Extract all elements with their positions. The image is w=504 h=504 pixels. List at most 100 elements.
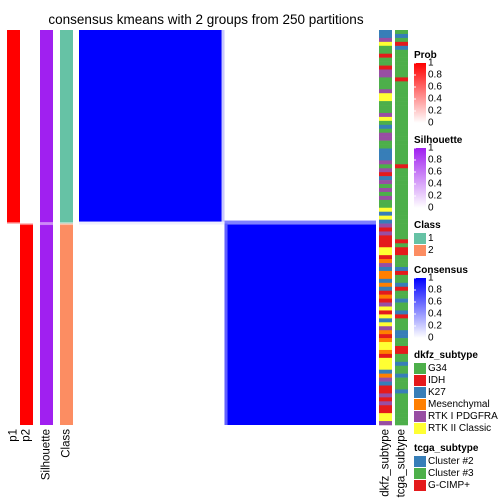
tcga-cell <box>395 148 408 153</box>
tcga-cell <box>395 136 408 141</box>
dkfz-cell <box>379 290 392 295</box>
tcga-cell <box>395 349 408 355</box>
dkfz-cell <box>379 385 392 390</box>
tcga-cell <box>395 140 408 145</box>
dkfz-cell <box>379 413 392 418</box>
dkfz-cell <box>379 215 392 220</box>
dkfz-cell <box>379 172 392 177</box>
legend-item-label: Cluster #2 <box>428 456 474 467</box>
tcga-cell <box>395 81 408 86</box>
tcga-cell <box>395 199 408 205</box>
legend-item-label: G34 <box>428 363 447 374</box>
consensus-block-2-1 <box>79 223 225 425</box>
tcga-cell <box>395 282 408 288</box>
legend-tick-label: 0.4 <box>428 179 442 190</box>
legend-item-label: Mesenchymal <box>428 399 490 410</box>
tcga-cell <box>395 302 408 307</box>
dkfz-cell <box>379 270 392 276</box>
consensus-block-2-2 <box>224 223 376 425</box>
annotation-columns <box>7 30 73 425</box>
tcga-cell <box>395 274 408 280</box>
dkfz-cell <box>379 322 392 327</box>
dkfz-cell <box>379 41 392 47</box>
tcga-cell <box>395 409 408 414</box>
tcga-cell <box>395 30 408 35</box>
column-label-tcga-subtype: tcga_subtype <box>396 429 408 497</box>
tcga-cell <box>395 259 408 264</box>
dkfz-cell <box>379 357 392 363</box>
dkfz-cell <box>379 259 392 264</box>
dkfz-cell <box>379 53 392 58</box>
legend-colorbar <box>414 148 426 208</box>
dkfz-cell <box>379 89 392 94</box>
dkfz-cell <box>379 349 392 355</box>
tcga-cell <box>395 397 408 402</box>
dkfz-cell <box>379 37 392 43</box>
tcga-cell <box>395 267 408 272</box>
dkfz-cell <box>379 346 392 351</box>
dkfz-cell <box>379 330 392 335</box>
dkfz-cell <box>379 65 392 70</box>
legend-tick-label: 0 <box>428 118 434 129</box>
tcga-cell <box>395 128 408 133</box>
dkfz-cell <box>379 353 392 359</box>
tcga-cell <box>395 156 408 161</box>
consensus-block-1-2 <box>224 30 376 224</box>
dkfz-cell <box>379 314 392 319</box>
dkfz-cell <box>379 188 392 193</box>
tcga-cell <box>395 227 408 232</box>
annot-class-boundary <box>60 222 73 226</box>
dkfz-cell <box>379 152 392 157</box>
dkfz-cell <box>379 401 392 406</box>
legend-swatch <box>414 423 426 434</box>
tcga-cell <box>395 393 408 398</box>
dkfz-cell <box>379 109 392 114</box>
tcga-cell <box>395 172 408 177</box>
legend-colorbar <box>414 278 426 338</box>
tcga-cell <box>395 263 408 268</box>
legend-tick-label: 0.8 <box>428 155 442 166</box>
legend-item-label: RTK I PDGFRA <box>428 411 498 422</box>
legend-item-label: 2 <box>428 245 434 256</box>
tcga-cell <box>395 278 408 284</box>
dkfz-cell <box>379 176 392 181</box>
dkfz-cell <box>379 132 392 137</box>
dkfz-cell <box>379 116 392 122</box>
tcga-cell <box>395 330 408 335</box>
dkfz-cell <box>379 184 392 189</box>
tcga-cell <box>395 33 408 39</box>
dkfz-cell <box>379 45 392 51</box>
dkfz-cell <box>379 397 392 402</box>
legend-tick-label: 0 <box>428 333 434 344</box>
annot-p1-group-1 <box>7 30 20 224</box>
tcga-cell <box>395 144 408 149</box>
legend-title: Consensus <box>414 265 468 276</box>
tcga-cell <box>395 132 408 137</box>
dkfz-cell <box>379 342 392 347</box>
tcga-cell <box>395 211 408 216</box>
tcga-cell <box>395 116 408 122</box>
dkfz-cell <box>379 227 392 232</box>
dkfz-cell <box>379 393 392 398</box>
tcga-cell <box>395 318 408 323</box>
tcga-cell <box>395 338 408 343</box>
tcga-cell <box>395 180 408 185</box>
dkfz-cell <box>379 191 392 197</box>
block-edge-3 <box>224 223 228 425</box>
tcga-cell <box>395 334 408 339</box>
tcga-cell <box>395 120 408 126</box>
dkfz-cell <box>379 318 392 323</box>
tcga-cell <box>395 298 408 303</box>
row-annotation-columns <box>379 30 408 426</box>
dkfz-cell <box>379 421 392 426</box>
column-label-class: Class <box>61 429 73 458</box>
dkfz-cell <box>379 207 392 212</box>
tcga-cell <box>395 152 408 157</box>
dkfz-cell <box>379 263 392 268</box>
dkfz-cell <box>379 334 392 339</box>
dkfz-cell <box>379 77 392 82</box>
legend-tick-label: 0.4 <box>428 309 442 320</box>
legend-item-label: RTK II Classic <box>428 423 491 434</box>
legend-swatch <box>414 233 426 244</box>
